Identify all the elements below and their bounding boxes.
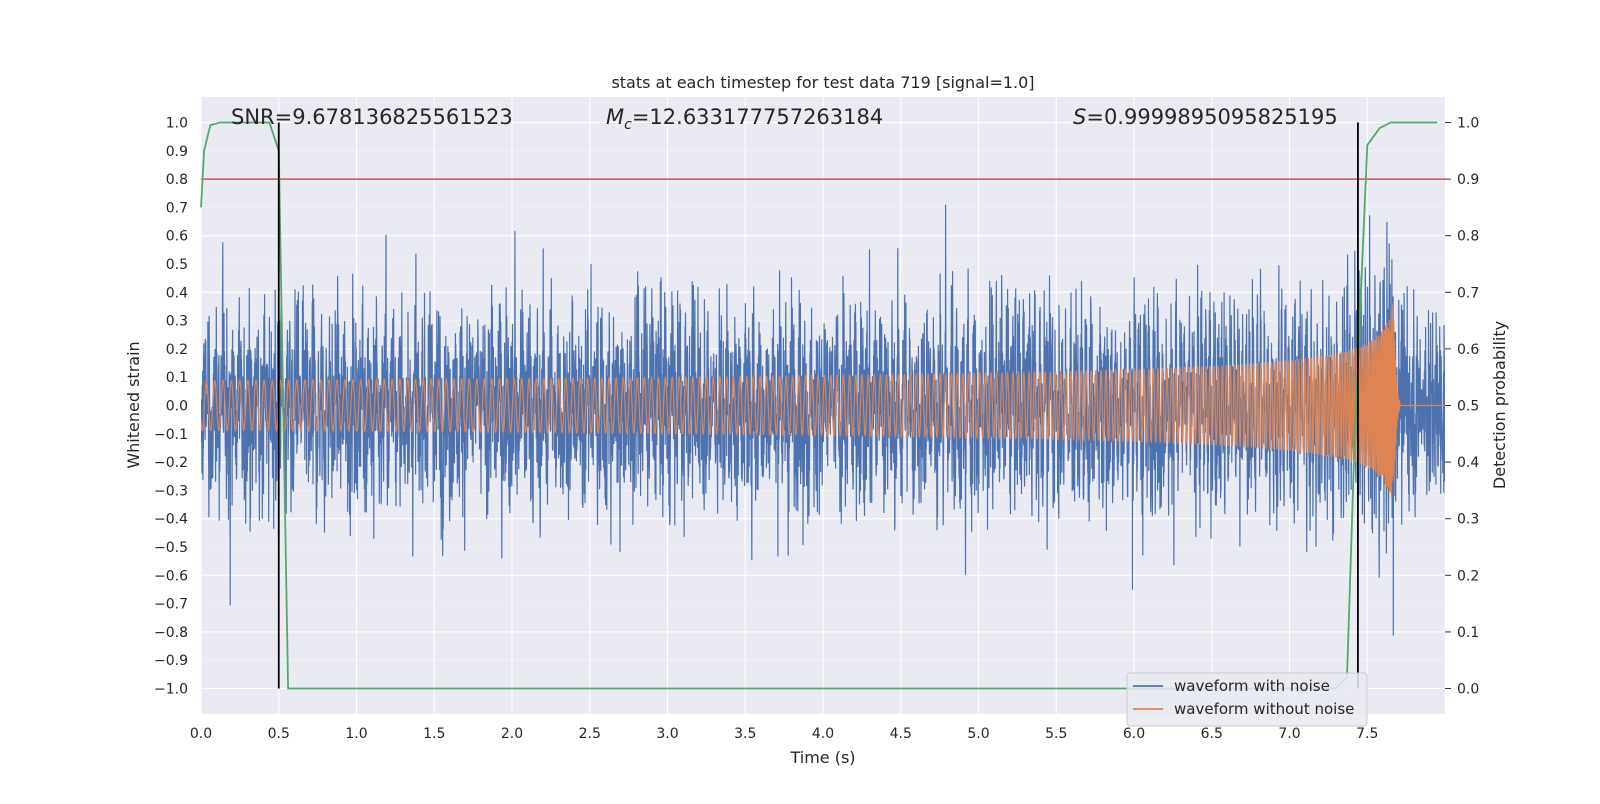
snr-annotation: SNR=9.678136825561523 (231, 105, 513, 129)
y2-tick-label: 0.2 (1457, 568, 1479, 584)
y-tick-label: 0.5 (166, 257, 188, 273)
y-tick-label: −0.1 (154, 427, 188, 443)
data-series-group (201, 204, 1445, 636)
detection-statistic-value: =0.9999895095825195 (1086, 105, 1337, 129)
x-tick-label: 7.0 (1278, 726, 1300, 742)
y2-tick-label: 0.5 (1457, 399, 1479, 415)
y2-tick-label: 0.9 (1457, 172, 1479, 188)
x-tick-label: 5.5 (1045, 726, 1067, 742)
legend-label-noise: waveform with noise (1174, 677, 1330, 695)
chirp-mass-value: =12.633177757263184 (632, 105, 883, 129)
y2-tick-label: 0.1 (1457, 625, 1479, 641)
axes: 0.0 0.5 1.0 1.5 2.0 2.5 3.0 3.5 4.0 4.5 5.0 5.5 6.0 6… (154, 115, 1479, 742)
y2-axis-label: Detection probability (1490, 321, 1509, 489)
x-tick-label: 3.0 (656, 726, 678, 742)
chart-title: stats at each timestep for test data 719… (611, 73, 1034, 92)
x-tick-label: 2.5 (579, 726, 601, 742)
y-tick-label: 1.0 (166, 115, 188, 131)
clean-waveform-line (201, 304, 1445, 498)
y-tick-label: 0.0 (166, 399, 188, 415)
y-tick-label: −0.8 (154, 625, 188, 641)
y-tick-label: −0.3 (154, 483, 188, 499)
y-tick-label: 0.2 (166, 342, 188, 358)
x-tick-label: 7.5 (1356, 726, 1378, 742)
y2-tick-label: 0.0 (1457, 682, 1479, 698)
y-tick-label: −0.2 (154, 455, 188, 471)
detection-probability-line (200, 121, 1438, 690)
x-tick-label: 5.0 (967, 726, 989, 742)
y2-tick-label: 0.4 (1457, 455, 1479, 471)
chirp-mass-subscript: c (624, 117, 632, 133)
y-tick-label: 0.7 (166, 200, 188, 216)
chirp-mass-annotation: Mc=12.633177757263184 (606, 105, 883, 133)
y-axis-label: Whitened strain (124, 341, 143, 468)
y-tick-label: 0.8 (166, 172, 188, 188)
x-tick-label: 0.5 (268, 726, 290, 742)
y-tick-label: 0.3 (166, 314, 188, 330)
y-tick-label: −0.4 (154, 512, 188, 528)
y-tick-label: −0.7 (154, 597, 188, 613)
y2-tick-label: 0.8 (1457, 229, 1479, 245)
x-tick-label: 1.5 (423, 726, 445, 742)
detection-statistic-symbol: S (1073, 105, 1086, 129)
x-tick-label: 6.0 (1123, 726, 1145, 742)
legend: waveform with noise waveform without noi… (1126, 672, 1368, 727)
y-tick-label: −1.0 (154, 682, 188, 698)
y-tick-label: 0.6 (166, 229, 188, 245)
overlay-lines (200, 121, 1445, 690)
x-tick-label: 2.0 (501, 726, 523, 742)
x-tick-label: 0.0 (190, 726, 212, 742)
x-tick-label: 6.5 (1201, 726, 1223, 742)
chirp-mass-symbol: M (606, 105, 624, 129)
y2-tick-label: 0.3 (1457, 512, 1479, 528)
y-tick-label: −0.6 (154, 568, 188, 584)
y-tick-label: −0.5 (154, 540, 188, 556)
y2-tick-label: 1.0 (1457, 115, 1479, 131)
detection-statistic-annotation: S=0.9999895095825195 (1073, 105, 1338, 129)
x-tick-label: 4.0 (812, 726, 834, 742)
y-tick-label: 0.1 (166, 370, 188, 386)
y-tick-label: −0.9 (154, 653, 188, 669)
x-tick-label: 3.5 (734, 726, 756, 742)
y-tick-label: 0.9 (166, 144, 188, 160)
y-tick-label: 0.4 (166, 285, 188, 301)
x-tick-label: 4.5 (890, 726, 912, 742)
x-tick-label: 1.0 (345, 726, 367, 742)
x-axis-label: Time (s) (789, 748, 855, 767)
legend-label-clean: waveform without noise (1174, 700, 1354, 718)
y2-tick-label: 0.6 (1457, 342, 1479, 358)
y2-tick-label: 0.7 (1457, 285, 1479, 301)
legend-box (1126, 672, 1368, 727)
